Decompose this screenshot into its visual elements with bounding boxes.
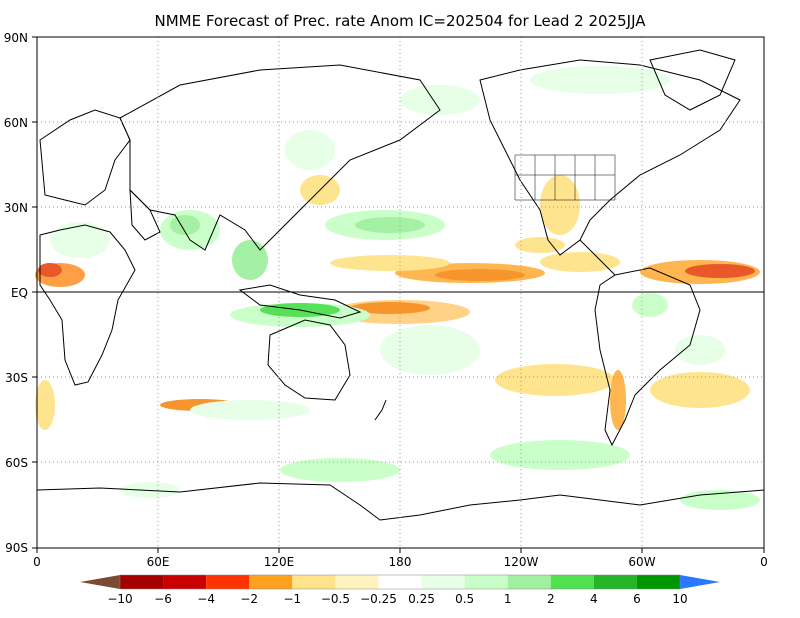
colorbar-swatch: [335, 575, 379, 589]
colorbar-swatch: [421, 575, 465, 589]
colorbar-label: −4: [197, 592, 215, 606]
colorbar-swatch: [80, 575, 120, 589]
colorbar-label: 0.25: [408, 592, 435, 606]
y-tick-label: 90N: [4, 31, 28, 45]
y-tick-label: 30N: [4, 201, 28, 215]
colorbar-swatch: [206, 575, 250, 589]
colorbar-swatch: [292, 575, 336, 589]
x-tick-label: 60E: [147, 555, 170, 569]
anomaly-shading: [35, 66, 760, 510]
x-tick-label: 120W: [504, 555, 539, 569]
x-tick-label: 0: [33, 555, 41, 569]
y-tick-label: EQ: [11, 286, 28, 300]
colorbar-swatch: [249, 575, 293, 589]
x-tick-label: 180: [389, 555, 412, 569]
colorbar-label: 10: [672, 592, 687, 606]
x-axis: 0 60E 120E 180 120W 60W 0: [33, 548, 768, 569]
coastlines: [36, 49, 765, 521]
colorbar-label: 2: [547, 592, 555, 606]
colorbar-label: 0.5: [455, 592, 474, 606]
colorbar-swatch: [636, 575, 680, 589]
y-axis: 90N 60N 30N EQ 30S 60S 90S: [4, 31, 37, 555]
y-tick-label: 60S: [5, 456, 28, 470]
x-tick-label: 0: [760, 555, 768, 569]
colorbar-swatch: [163, 575, 207, 589]
colorbar: −10 −6 −4 −2 −1 −0.5 −0.25 0.25 0.5 1 2 4 6 10: [80, 574, 720, 606]
x-tick-label: 120E: [264, 555, 295, 569]
colorbar-swatch: [593, 575, 637, 589]
colorbar-label: −1: [283, 592, 301, 606]
colorbar-label: 6: [633, 592, 641, 606]
y-tick-label: 90S: [5, 541, 28, 555]
colorbar-label: 1: [504, 592, 512, 606]
colorbar-label: −0.5: [321, 592, 350, 606]
colorbar-swatch: [680, 575, 720, 589]
colorbar-label: −0.25: [360, 592, 397, 606]
x-tick-label: 60W: [628, 555, 655, 569]
colorbar-swatch: [507, 575, 551, 589]
colorbar-outline: [119, 574, 681, 590]
colorbar-swatch: [120, 575, 164, 589]
map-title: NMME Forecast of Prec. rate Anom IC=2025…: [154, 12, 646, 30]
colorbar-swatch: [464, 575, 508, 589]
y-tick-label: 30S: [5, 371, 28, 385]
colorbar-swatch: [550, 575, 594, 589]
colorbar-label: −2: [240, 592, 258, 606]
colorbar-label: 4: [590, 592, 598, 606]
colorbar-label: −6: [154, 592, 172, 606]
colorbar-label: −10: [107, 592, 132, 606]
y-tick-label: 60N: [4, 116, 28, 130]
colorbar-swatch: [378, 575, 422, 589]
